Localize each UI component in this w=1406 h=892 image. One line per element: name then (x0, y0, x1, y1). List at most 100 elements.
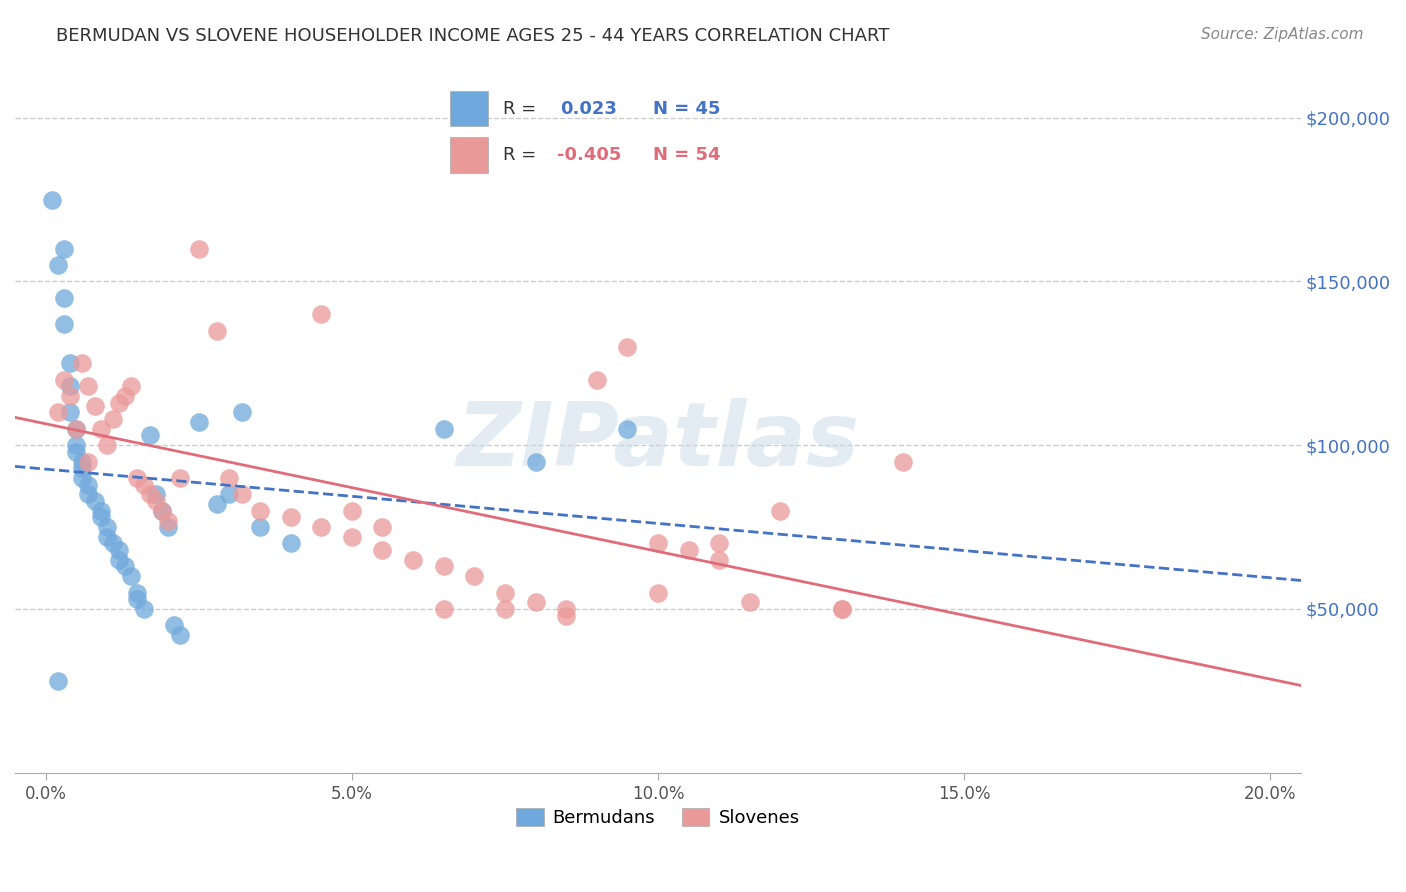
Point (90, 510, 112, 524)
Point (205, 324, 228, 338)
Point (169, 628, 191, 642)
Point (127, 592, 149, 607)
Point (83, 399, 105, 413)
Point (114, 389, 136, 403)
Point (647, 536, 669, 550)
Point (280, 510, 302, 524)
Point (46, 405, 69, 419)
Point (114, 559, 136, 574)
Text: N = 45: N = 45 (654, 100, 721, 118)
Point (53, 373, 76, 387)
Point (187, 415, 209, 429)
Legend: Bermudans, Slovenes: Bermudans, Slovenes (509, 800, 807, 834)
Point (463, 569, 485, 583)
Point (340, 530, 363, 544)
Point (163, 618, 186, 632)
Point (77, 454, 100, 468)
Text: R =: R = (502, 100, 541, 118)
Point (891, 454, 914, 468)
Point (46, 258, 69, 272)
Point (90, 422, 112, 436)
Point (616, 422, 638, 436)
Point (77, 379, 100, 393)
Point (433, 602, 456, 616)
Point (249, 520, 271, 534)
Point (65, 422, 87, 436)
Point (524, 454, 547, 468)
Point (371, 543, 394, 558)
Text: N = 54: N = 54 (654, 146, 721, 164)
Point (769, 504, 792, 518)
Point (157, 520, 180, 534)
Point (132, 602, 155, 616)
Point (108, 395, 131, 409)
Point (433, 559, 456, 574)
Text: -0.405: -0.405 (557, 146, 621, 164)
Point (72, 356, 94, 370)
Point (65, 422, 87, 436)
Point (157, 514, 180, 528)
Point (831, 602, 853, 616)
Point (309, 520, 332, 534)
Point (108, 543, 131, 558)
Point (231, 487, 253, 501)
Point (65, 438, 87, 452)
Point (132, 477, 155, 491)
Point (53, 242, 76, 256)
Point (72, 471, 94, 485)
Point (96, 438, 118, 452)
Point (678, 543, 700, 558)
Point (120, 569, 142, 583)
Point (280, 536, 302, 550)
Text: Source: ZipAtlas.com: Source: ZipAtlas.com (1201, 27, 1364, 42)
Point (59, 405, 82, 419)
Point (150, 504, 173, 518)
Point (101, 536, 124, 550)
Point (340, 504, 363, 518)
Point (555, 608, 578, 623)
Point (138, 428, 160, 442)
Text: R =: R = (502, 146, 541, 164)
Point (218, 487, 240, 501)
Point (169, 471, 191, 485)
FancyBboxPatch shape (450, 136, 488, 173)
Point (309, 307, 332, 321)
Point (59, 356, 82, 370)
Point (96, 520, 118, 534)
Point (494, 585, 516, 599)
Point (402, 553, 425, 567)
Text: 0.023: 0.023 (560, 100, 617, 118)
Point (218, 471, 240, 485)
Text: ZIPatlas: ZIPatlas (457, 398, 859, 485)
Point (494, 602, 516, 616)
Point (53, 317, 76, 331)
FancyBboxPatch shape (450, 91, 488, 127)
Point (65, 444, 87, 458)
Point (90, 504, 112, 518)
Point (138, 487, 160, 501)
Point (96, 530, 118, 544)
Point (555, 602, 578, 616)
Point (127, 471, 149, 485)
Point (77, 487, 100, 501)
Point (371, 520, 394, 534)
Point (59, 379, 82, 393)
Point (145, 487, 167, 501)
Text: BERMUDAN VS SLOVENE HOUSEHOLDER INCOME AGES 25 - 44 YEARS CORRELATION CHART: BERMUDAN VS SLOVENE HOUSEHOLDER INCOME A… (56, 27, 890, 45)
Point (616, 340, 638, 354)
Point (231, 405, 253, 419)
Point (77, 477, 100, 491)
Point (205, 497, 228, 511)
Point (108, 553, 131, 567)
Point (831, 602, 853, 616)
Point (738, 595, 761, 609)
Point (120, 379, 142, 393)
Point (72, 461, 94, 475)
Point (249, 504, 271, 518)
Point (46, 673, 69, 688)
Point (709, 536, 731, 550)
Point (83, 494, 105, 508)
Point (41, 193, 63, 207)
Point (433, 422, 456, 436)
Point (647, 585, 669, 599)
